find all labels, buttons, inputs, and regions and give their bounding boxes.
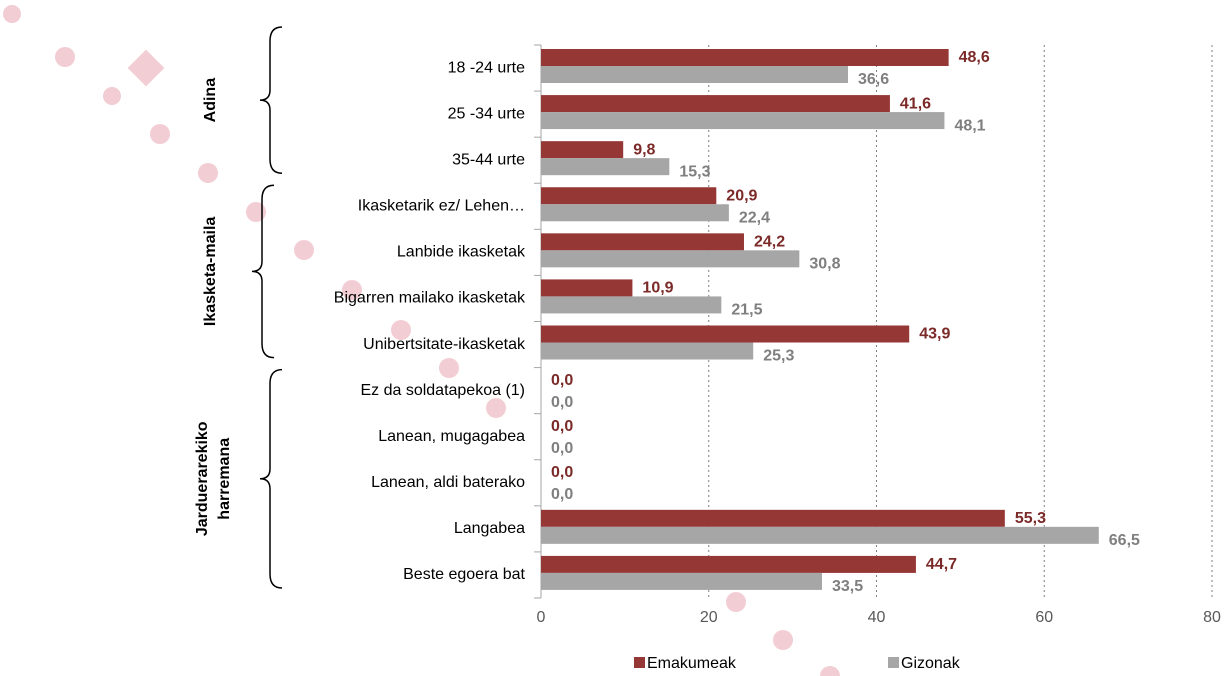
category-label: Beste egoera bat: [403, 566, 525, 583]
category-label: 35-44 urte: [452, 151, 525, 168]
bar: [541, 66, 848, 83]
legend-label: Emakumeak: [647, 655, 737, 672]
value-label: 10,9: [642, 280, 673, 297]
value-label: 0,0: [551, 440, 573, 457]
value-label: 36,6: [858, 71, 889, 88]
value-label: 48,1: [954, 117, 985, 134]
category-label: Bigarren mailako ikasketak: [334, 290, 526, 307]
value-label: 0,0: [551, 486, 573, 503]
category-label: 18 -24 urte: [448, 59, 525, 76]
bar: [541, 112, 945, 130]
legend-swatch: [888, 657, 899, 668]
value-label: 41,6: [900, 95, 931, 112]
legend-label: Gizonak: [901, 655, 961, 672]
x-tick-label: 20: [700, 609, 718, 626]
category-label: Ikasketarik ez/ Lehen…: [358, 198, 525, 215]
group-label: Ikasketa-maila: [202, 217, 219, 327]
category-label: Lanean, mugagabea: [378, 428, 525, 445]
value-label: 15,3: [679, 163, 710, 180]
value-label: 22,4: [739, 209, 770, 226]
group-label: Jarduerarekiko harremana: [194, 421, 233, 536]
x-tick-label: 80: [1203, 609, 1221, 626]
bar: [541, 526, 1099, 544]
category-label: Lanean, aldi baterako: [371, 474, 525, 491]
group-label-line: Ikasketa-maila: [202, 217, 219, 327]
background-decoration: [3, 5, 840, 676]
x-tick-label: 0: [537, 609, 546, 626]
value-label: 48,6: [959, 49, 990, 66]
bar: [541, 158, 670, 176]
group-label-line: Adina: [202, 78, 219, 123]
bar: [541, 279, 633, 297]
category-label: 25 -34 urte: [448, 105, 525, 122]
bar: [541, 325, 910, 343]
value-label: 44,7: [926, 556, 957, 573]
value-label: 24,2: [754, 234, 785, 251]
value-label: 0,0: [551, 418, 573, 435]
group-label-line: Jarduerarekiko: [194, 421, 211, 536]
bar: [541, 141, 624, 159]
group-brace: [259, 368, 283, 589]
value-label: 0,0: [551, 464, 573, 481]
bar: [541, 342, 754, 360]
bar: [541, 204, 729, 222]
category-label: Langabea: [454, 520, 525, 537]
value-label: 66,5: [1109, 532, 1140, 549]
bar: [541, 555, 916, 573]
value-label: 20,9: [726, 187, 757, 204]
bar: [541, 296, 722, 314]
bar: [541, 250, 800, 268]
bar: [541, 187, 717, 205]
bar: [541, 95, 890, 113]
category-label: Lanbide ikasketak: [397, 244, 526, 261]
value-label: 21,5: [731, 302, 762, 319]
value-label: 30,8: [809, 256, 840, 273]
x-tick-label: 40: [868, 609, 886, 626]
value-label: 55,3: [1015, 510, 1046, 527]
category-label: Unibertsitate-ikasketak: [363, 336, 526, 353]
x-tick-label: 60: [1035, 609, 1053, 626]
bar: [541, 509, 1005, 527]
bar: [541, 49, 949, 66]
group-brace: [251, 184, 275, 359]
bar: [541, 233, 744, 251]
value-label: 25,3: [763, 348, 794, 365]
group-label-line: harremana: [216, 438, 233, 520]
value-label: 43,9: [919, 326, 950, 343]
bar: [541, 572, 822, 590]
value-label: 9,8: [633, 141, 655, 158]
group-label: Adina: [202, 78, 219, 123]
value-label: 0,0: [551, 372, 573, 389]
value-label: 0,0: [551, 394, 573, 411]
value-label: 33,5: [832, 578, 863, 595]
group-brace: [259, 26, 283, 174]
legend-swatch: [634, 657, 645, 668]
category-label: Ez da soldatapekoa (1): [360, 382, 525, 399]
